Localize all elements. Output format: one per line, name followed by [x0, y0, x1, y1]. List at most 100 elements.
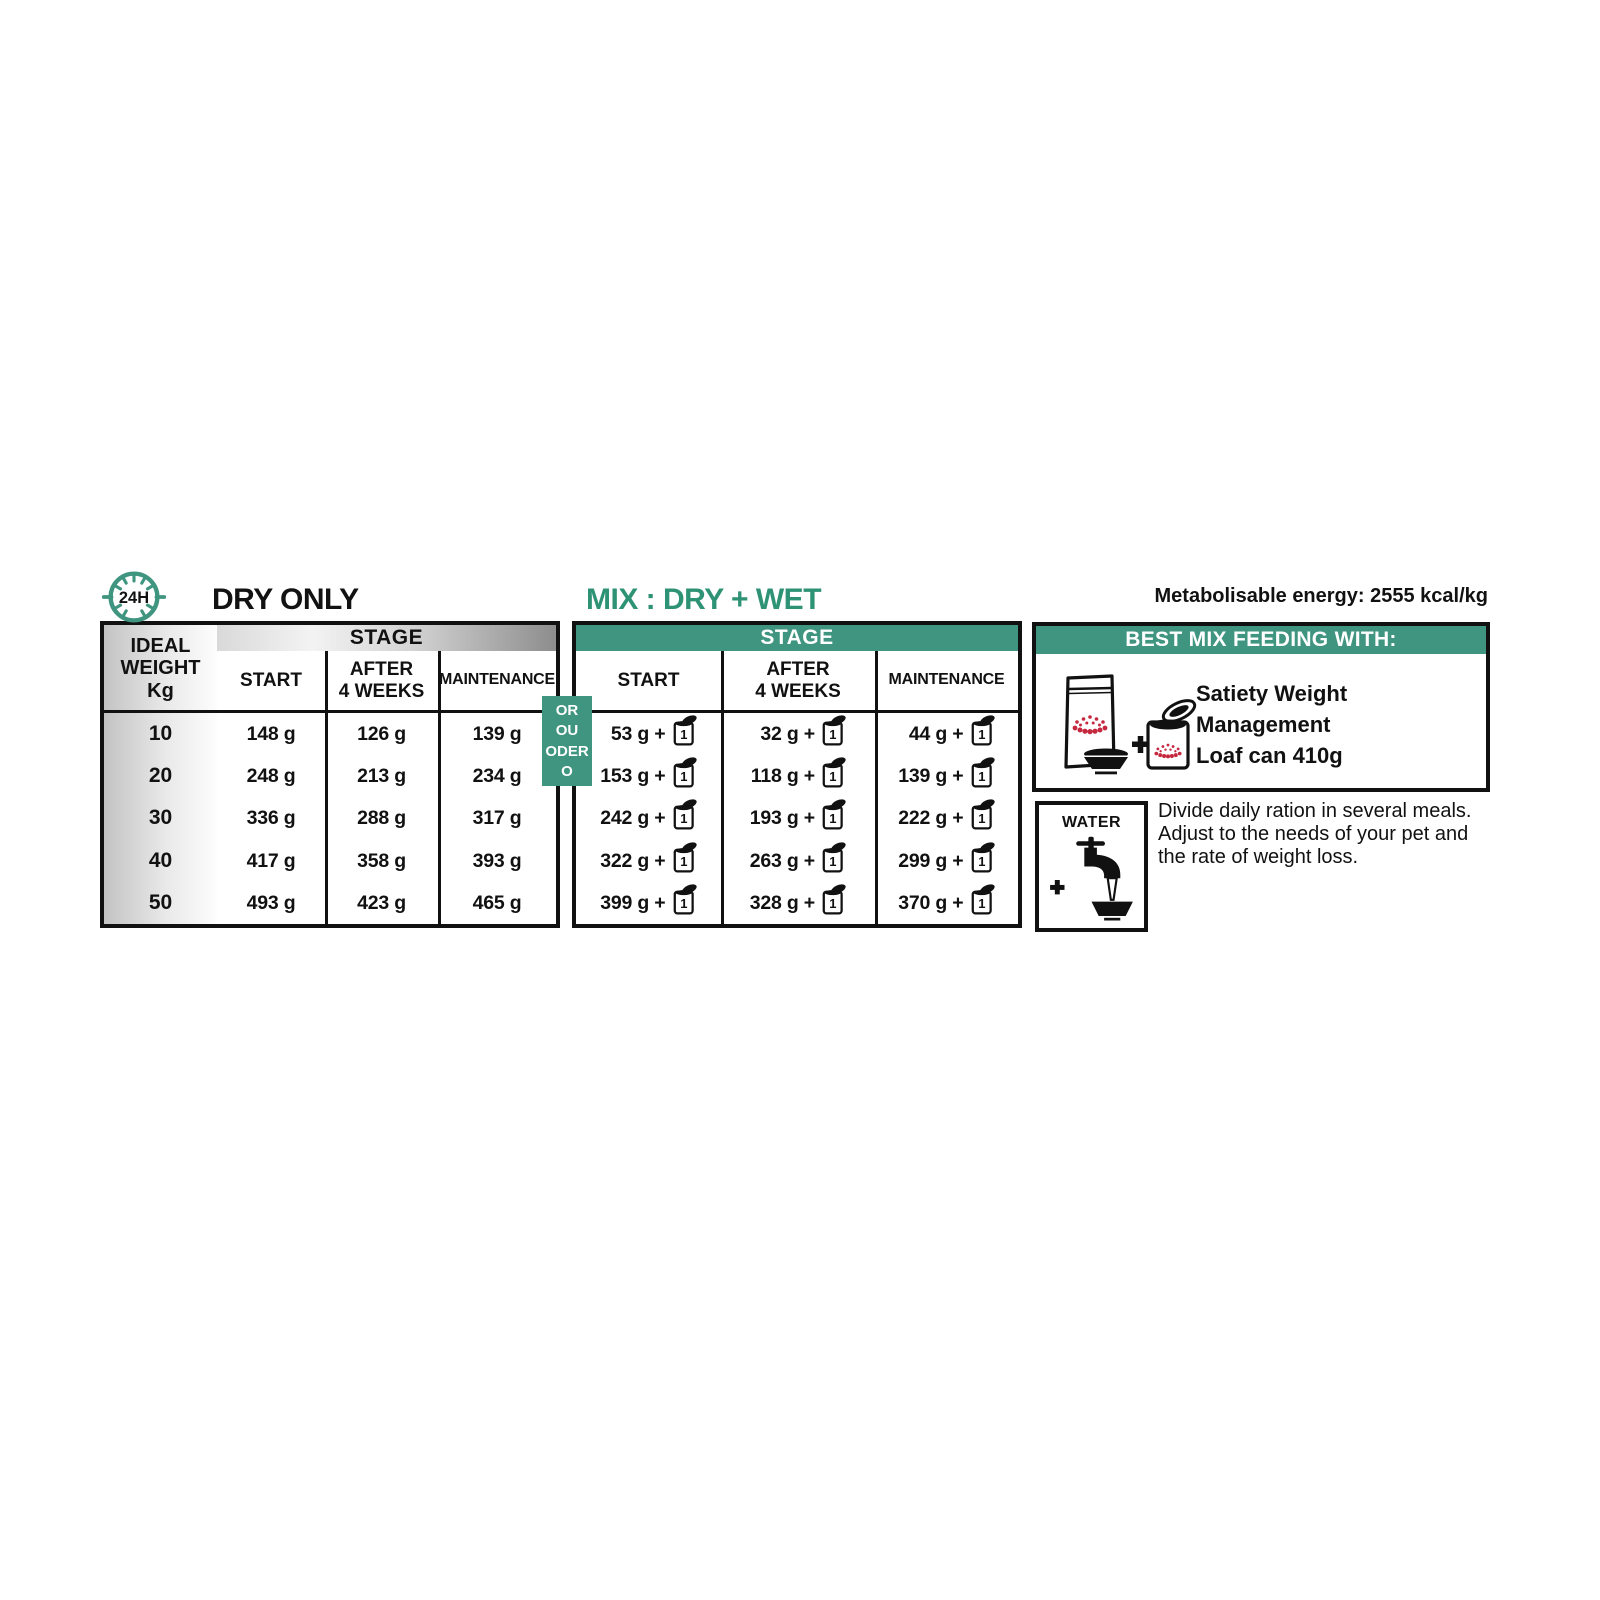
- dry-start-value: 148 g: [246, 722, 296, 745]
- dry-feeding-table: STAGE IDEAL WEIGHT Kg START AFTER 4 WEEK…: [100, 621, 560, 928]
- mix-column-header-maintenance: MAINTENANCE: [888, 671, 1005, 689]
- dry-after-value: 423 g: [357, 891, 406, 914]
- svg-text:1: 1: [829, 854, 836, 869]
- wet-can-icon: 1: [971, 841, 995, 872]
- wet-can-icon: 1: [971, 714, 995, 745]
- plus-icon: [1132, 736, 1149, 753]
- water-box: WATER: [1035, 801, 1148, 932]
- dry-only-title: DRY ONLY: [212, 583, 359, 616]
- svg-text:1: 1: [680, 769, 687, 784]
- wet-can-icon: 1: [971, 798, 995, 829]
- loaf-can-icon: [1146, 699, 1197, 770]
- weight-value: 30: [148, 806, 173, 829]
- ideal-weight-header: IDEAL WEIGHT Kg: [120, 634, 201, 702]
- dry-column-header-after: AFTER 4 WEEKS: [338, 658, 425, 702]
- wet-can-icon: 1: [822, 841, 846, 872]
- mix-maintenance-cell: 299 g + 1: [875, 840, 1018, 882]
- mix-column-header-start: START: [617, 669, 680, 691]
- dry-table-row: 30 336 g 288 g 317 g: [104, 797, 556, 839]
- wet-can-icon: 1: [822, 798, 846, 829]
- mix-start-cell: 242 g + 1: [576, 797, 721, 839]
- bowl-icon: [1084, 748, 1128, 775]
- column-divider: [721, 651, 724, 924]
- ideal-weight-column-background: [104, 625, 217, 924]
- svg-text:1: 1: [680, 727, 687, 742]
- mix-table-row: 322 g + 1 263 g + 1 299 g + 1: [576, 840, 1018, 882]
- mix-start-cell: 153 g + 1: [576, 755, 721, 797]
- dry-stage-label: STAGE: [349, 626, 424, 649]
- 24h-label: 24H: [119, 589, 149, 607]
- wet-can-icon: 1: [971, 756, 995, 787]
- mix-start-cell: 53 g + 1: [576, 713, 721, 755]
- column-divider: [438, 651, 441, 924]
- dry-table-row: 10 148 g 126 g 139 g: [104, 713, 556, 755]
- dry-start-value: 336 g: [246, 806, 296, 829]
- mix-table-row: 399 g + 1 328 g + 1 370 g + 1: [576, 882, 1018, 924]
- svg-text:1: 1: [978, 811, 985, 826]
- weight-value: 50: [148, 891, 173, 914]
- mix-after-cell: 118 g + 1: [721, 755, 875, 797]
- dry-maintenance-value: 465 g: [472, 891, 522, 914]
- dry-maintenance-value: 317 g: [472, 806, 522, 829]
- mix-column-header-after: AFTER 4 WEEKS: [755, 658, 841, 702]
- mix-after-cell: 193 g + 1: [721, 797, 875, 839]
- svg-text:1: 1: [829, 896, 836, 911]
- mix-maintenance-cell: 44 g + 1: [875, 713, 1018, 755]
- column-divider: [325, 651, 328, 924]
- mix-maintenance-cell: 370 g + 1: [875, 882, 1018, 924]
- wet-can-icon: 1: [673, 714, 697, 745]
- mix-after-cell: 328 g + 1: [721, 882, 875, 924]
- wet-can-icon: 1: [673, 798, 697, 829]
- wet-can-icon: 1: [673, 883, 697, 914]
- mix-maintenance-cell: 139 g + 1: [875, 755, 1018, 797]
- mix-table-row: 53 g + 1 32 g + 1 44 g + 1: [576, 713, 1018, 755]
- weight-value: 20: [148, 764, 173, 787]
- mix-start-cell: 322 g + 1: [576, 840, 721, 882]
- dry-stage-header-strip: STAGE: [217, 625, 556, 651]
- svg-text:1: 1: [829, 769, 836, 784]
- wet-can-icon: 1: [822, 756, 846, 787]
- or-language-badge: OR OU ODER O: [542, 696, 592, 786]
- kibble-bag-bowl-can-icon: [1064, 674, 1197, 775]
- svg-text:1: 1: [829, 811, 836, 826]
- dry-after-value: 126 g: [357, 722, 406, 745]
- plus-icon: [1050, 880, 1065, 895]
- svg-text:1: 1: [978, 727, 985, 742]
- mix-start-cell: 399 g + 1: [576, 882, 721, 924]
- svg-text:1: 1: [978, 896, 985, 911]
- mix-table-row: 153 g + 1 118 g + 1 139 g + 1: [576, 755, 1018, 797]
- mix-maintenance-cell: 222 g + 1: [875, 797, 1018, 839]
- dry-after-value: 288 g: [357, 806, 406, 829]
- dry-column-header-maintenance: MAINTENANCE: [438, 671, 556, 689]
- mix-after-cell: 32 g + 1: [721, 713, 875, 755]
- wet-can-icon: 1: [673, 756, 697, 787]
- svg-text:1: 1: [829, 727, 836, 742]
- dry-after-value: 213 g: [357, 764, 406, 787]
- dry-start-value: 417 g: [246, 849, 296, 872]
- svg-text:1: 1: [978, 769, 985, 784]
- dry-start-value: 248 g: [246, 764, 296, 787]
- mix-after-cell: 263 g + 1: [721, 840, 875, 882]
- dry-maintenance-value: 139 g: [472, 722, 522, 745]
- mix-dry-wet-title: MIX : DRY + WET: [586, 583, 822, 616]
- column-divider: [875, 651, 878, 924]
- wet-can-icon: 1: [822, 883, 846, 914]
- dry-maintenance-value: 393 g: [472, 849, 522, 872]
- dry-table-row: 40 417 g 358 g 393 g: [104, 840, 556, 882]
- dry-table-row: 50 493 g 423 g 465 g: [104, 882, 556, 924]
- svg-text:1: 1: [978, 854, 985, 869]
- wet-can-icon: 1: [822, 714, 846, 745]
- water-label: WATER: [1061, 814, 1122, 831]
- svg-text:1: 1: [680, 811, 687, 826]
- metabolisable-energy-note: Metabolisable energy: 2555 kcal/kg: [1154, 585, 1489, 607]
- header-divider: [576, 710, 1018, 713]
- feeding-advice: Divide daily ration in several meals. Ad…: [1158, 800, 1472, 868]
- svg-text:1: 1: [680, 854, 687, 869]
- best-mix-banner: BEST MIX FEEDING WITH:: [1036, 626, 1486, 654]
- best-mix-box: BEST MIX FEEDING WITH:: [1032, 622, 1490, 792]
- header-divider: [104, 710, 556, 713]
- mix-stage-label: STAGE: [760, 626, 834, 649]
- weight-value: 10: [148, 722, 173, 745]
- best-mix-product: Satiety Weight Management Loaf can 410g: [1196, 681, 1348, 768]
